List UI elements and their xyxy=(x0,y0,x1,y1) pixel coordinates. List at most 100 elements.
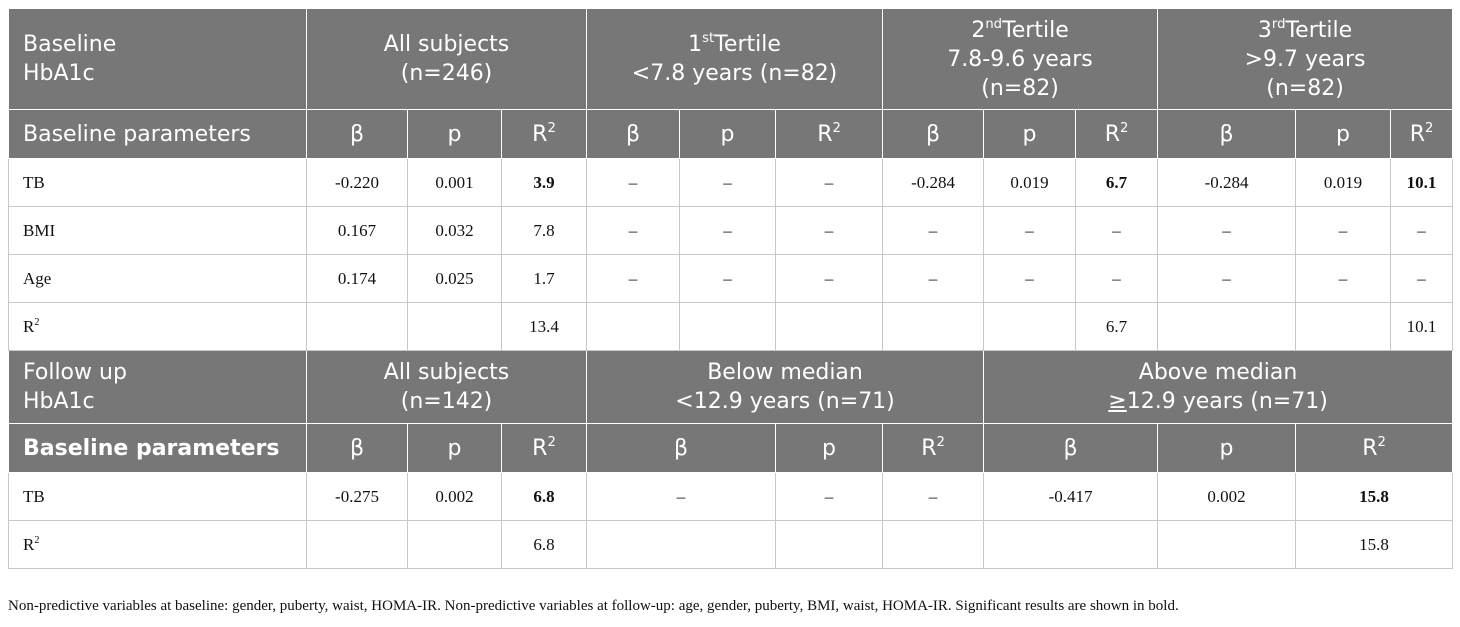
table-cell: – xyxy=(679,254,777,303)
row-label: Age xyxy=(8,254,307,303)
table-cell: – xyxy=(882,206,985,255)
table-cell xyxy=(882,520,985,569)
table-cell: – xyxy=(1075,206,1159,255)
table-cell: – xyxy=(775,472,884,521)
regression-table: Baseline HbA1c All subjects (n=246) 1stT… xyxy=(8,8,1454,569)
baseline-param-header: Baseline parameters xyxy=(8,109,307,159)
followup-param-header: Baseline parameters xyxy=(8,423,307,473)
table-cell xyxy=(586,302,681,351)
table-cell: 6.8 xyxy=(500,472,588,521)
col-p: p xyxy=(983,109,1077,159)
table-row: R2 6.8 15.8 xyxy=(8,520,1454,569)
table-cell xyxy=(679,302,777,351)
row-label: R2 xyxy=(8,302,307,351)
table-cell xyxy=(983,520,1159,569)
row-label: TB xyxy=(8,472,307,521)
table-cell: – xyxy=(775,206,884,255)
table-cell: – xyxy=(586,472,777,521)
row-label: TB xyxy=(8,158,307,207)
table-cell: – xyxy=(983,254,1077,303)
table-cell: – xyxy=(679,206,777,255)
col-r2: R2 xyxy=(1295,423,1454,473)
col-p: p xyxy=(775,423,884,473)
table-cell: 6.7 xyxy=(1075,302,1159,351)
table-cell: – xyxy=(775,158,884,207)
results-table-container: Baseline HbA1c All subjects (n=246) 1stT… xyxy=(8,8,1454,569)
table-cell xyxy=(586,520,777,569)
table-cell xyxy=(882,302,985,351)
table-cell: 15.8 xyxy=(1295,472,1454,521)
col-beta: β xyxy=(306,423,408,473)
group-first-tertile: 1stTertile <7.8 years (n=82) xyxy=(586,8,884,110)
col-beta: β xyxy=(306,109,408,159)
group-third-tertile: 3rdTertile >9.7 years (n=82) xyxy=(1157,8,1454,110)
table-cell xyxy=(306,520,408,569)
table-cell: 15.8 xyxy=(1295,520,1454,569)
row-label: BMI xyxy=(8,206,307,255)
table-cell: 10.1 xyxy=(1390,158,1454,207)
table-cell xyxy=(775,302,884,351)
table-cell: – xyxy=(775,254,884,303)
col-beta: β xyxy=(983,423,1159,473)
col-beta: β xyxy=(586,423,777,473)
table-row: TB -0.275 0.002 6.8 – – – -0.417 0.002 1… xyxy=(8,472,1454,521)
table-cell xyxy=(407,520,502,569)
col-r2: R2 xyxy=(1075,109,1159,159)
table-cell: -0.220 xyxy=(306,158,408,207)
col-r2: R2 xyxy=(882,423,985,473)
table-row: BMI 0.167 0.032 7.8 – – – – – – – – – xyxy=(8,206,1454,255)
table-cell: – xyxy=(679,158,777,207)
table-cell: 10.1 xyxy=(1390,302,1454,351)
table-cell: – xyxy=(586,206,681,255)
col-p: p xyxy=(679,109,777,159)
col-p: p xyxy=(407,423,502,473)
group-all-subjects-baseline: All subjects (n=246) xyxy=(305,8,588,110)
baseline-group-header-row: Baseline HbA1c All subjects (n=246) 1stT… xyxy=(8,8,1454,110)
table-cell xyxy=(775,520,884,569)
table-cell: 0.019 xyxy=(1295,158,1392,207)
table-cell xyxy=(407,302,502,351)
table-cell: – xyxy=(983,206,1077,255)
col-beta: β xyxy=(1157,109,1297,159)
table-cell: – xyxy=(1157,206,1297,255)
table-cell: – xyxy=(1390,206,1454,255)
table-row: R2 13.4 6.7 10.1 xyxy=(8,302,1454,351)
table-row: Age 0.174 0.025 1.7 – – – – – – – – – xyxy=(8,254,1454,303)
table-cell xyxy=(1157,302,1297,351)
table-cell: – xyxy=(586,254,681,303)
col-p: p xyxy=(1295,109,1392,159)
table-cell xyxy=(1157,520,1297,569)
table-cell: -0.284 xyxy=(1157,158,1297,207)
col-r2: R2 xyxy=(500,423,588,473)
table-cell: 7.8 xyxy=(500,206,588,255)
col-beta: β xyxy=(586,109,681,159)
col-p: p xyxy=(1157,423,1297,473)
group-below-median: Below median <12.9 years (n=71) xyxy=(586,350,985,424)
table-cell: 0.025 xyxy=(407,254,502,303)
row-label: R2 xyxy=(8,520,307,569)
table-cell: 1.7 xyxy=(500,254,588,303)
table-cell xyxy=(306,302,408,351)
group-above-median: Above median ≥12.9 years (n=71) xyxy=(983,350,1454,424)
table-cell: – xyxy=(1295,206,1392,255)
col-p: p xyxy=(407,109,502,159)
table-footnote: Non-predictive variables at baseline: ge… xyxy=(8,598,1179,614)
baseline-column-header-row: Baseline parameters β p R2 β p R2 β p R2… xyxy=(8,109,1454,159)
table-cell: 6.7 xyxy=(1075,158,1159,207)
col-r2: R2 xyxy=(1390,109,1454,159)
followup-column-header-row: Baseline parameters β p R2 β p R2 β p R2 xyxy=(8,423,1454,473)
group-all-subjects-followup: All subjects (n=142) xyxy=(305,350,588,424)
table-cell: 0.167 xyxy=(306,206,408,255)
table-cell: – xyxy=(1390,254,1454,303)
col-r2: R2 xyxy=(775,109,884,159)
table-cell: 0.174 xyxy=(306,254,408,303)
table-row: TB -0.220 0.001 3.9 – – – -0.284 0.019 6… xyxy=(8,158,1454,207)
table-cell: -0.417 xyxy=(983,472,1159,521)
col-r2: R2 xyxy=(500,109,588,159)
group-second-tertile: 2ndTertile 7.8-9.6 years (n=82) xyxy=(882,8,1159,110)
table-cell: 13.4 xyxy=(500,302,588,351)
table-cell: 0.002 xyxy=(407,472,502,521)
followup-group-header-row: Follow up HbA1c All subjects (n=142) Bel… xyxy=(8,350,1454,424)
table-cell: 0.001 xyxy=(407,158,502,207)
table-cell: – xyxy=(882,254,985,303)
